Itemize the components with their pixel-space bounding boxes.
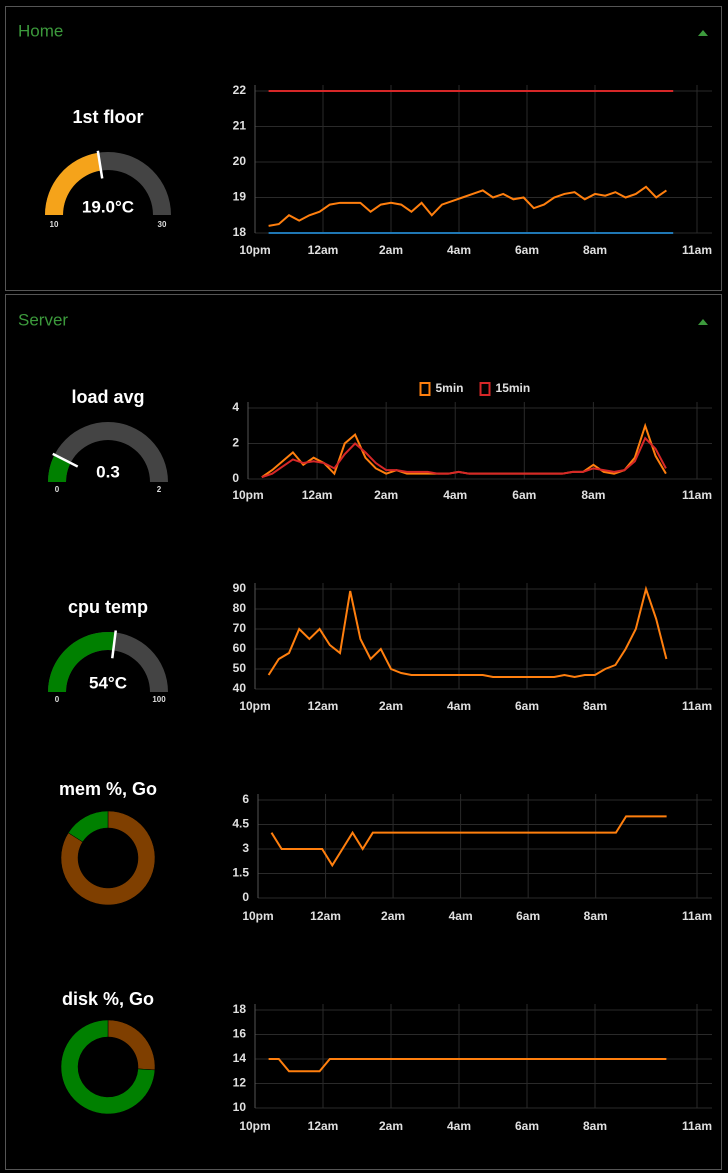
y-tick-label: 22: [233, 83, 247, 97]
collapse-icon[interactable]: [698, 30, 708, 36]
x-tick-label: 11am: [682, 243, 712, 257]
x-tick-label: 6am: [516, 909, 540, 923]
donut-segment: [60, 1019, 156, 1115]
gauge-needle: [111, 630, 118, 659]
x-tick-label: 12am: [308, 699, 339, 713]
legend-swatch: [419, 382, 431, 396]
y-tick-label: 4.5: [232, 817, 249, 831]
x-tick-label: 10pm: [239, 1119, 270, 1133]
line-series: [270, 815, 667, 868]
x-tick-label: 8am: [583, 243, 607, 257]
group-box: [5, 6, 722, 291]
line-series: [267, 585, 668, 679]
gauge-min: 0: [55, 695, 60, 704]
widget-title: mem %, Go: [59, 779, 157, 799]
gauge-min: 0: [55, 485, 60, 494]
line-series: [261, 436, 667, 479]
x-tick-label: 6am: [515, 1119, 539, 1133]
y-tick-label: 4: [232, 400, 239, 414]
x-tick-label: 11am: [682, 1119, 712, 1133]
y-tick-label: 18: [233, 1002, 247, 1016]
x-tick-label: 4am: [447, 699, 471, 713]
group-title[interactable]: Server: [18, 310, 68, 329]
x-tick-label: 11am: [682, 909, 712, 923]
y-tick-label: 18: [233, 225, 247, 239]
group-title[interactable]: Home: [18, 21, 63, 40]
gauge-needle: [96, 150, 104, 179]
y-tick-label: 6: [242, 792, 249, 806]
gauge-track: [48, 421, 168, 482]
x-tick-label: 4am: [443, 488, 467, 502]
x-tick-label: 10pm: [232, 488, 263, 502]
y-tick-label: 80: [233, 601, 247, 615]
x-tick-label: 2am: [381, 909, 405, 923]
donut-segment: [60, 810, 156, 906]
gauge-value: [45, 152, 101, 215]
x-tick-label: 4am: [449, 909, 473, 923]
x-tick-label: 8am: [583, 699, 607, 713]
x-tick-label: 11am: [682, 699, 712, 713]
line-series: [268, 185, 667, 227]
gauge-value: [48, 454, 71, 482]
x-tick-label: 2am: [379, 699, 403, 713]
x-tick-label: 6am: [512, 488, 536, 502]
gauge-value-label: 54°C: [89, 673, 127, 692]
gauge-value-label: 19.0°C: [82, 197, 134, 216]
widget-title: 1st floor: [72, 107, 143, 127]
y-tick-label: 10: [233, 1100, 247, 1114]
gauge-max: 100: [152, 695, 166, 704]
y-tick-label: 0: [232, 471, 239, 485]
y-tick-label: 2: [232, 436, 239, 450]
x-tick-label: 4am: [447, 243, 471, 257]
x-tick-label: 12am: [310, 909, 341, 923]
x-tick-label: 10pm: [239, 243, 270, 257]
y-tick-label: 19: [233, 190, 247, 204]
gauge-min: 10: [50, 220, 59, 229]
gauge-max: 30: [158, 220, 167, 229]
legend-label: 15min: [496, 381, 531, 395]
x-tick-label: 12am: [308, 1119, 339, 1133]
x-tick-label: 12am: [302, 488, 333, 502]
x-tick-label: 2am: [379, 1119, 403, 1133]
y-tick-label: 14: [233, 1051, 247, 1065]
donut-segment: [67, 810, 109, 843]
y-tick-label: 90: [233, 581, 247, 595]
widget-title: disk %, Go: [62, 989, 154, 1009]
gauge-value: [48, 632, 116, 692]
line-series: [268, 1058, 667, 1073]
y-tick-label: 12: [233, 1076, 247, 1090]
legend-label: 5min: [436, 381, 464, 395]
y-tick-label: 40: [233, 681, 247, 695]
x-tick-label: 2am: [374, 488, 398, 502]
collapse-icon[interactable]: [698, 319, 708, 325]
y-tick-label: 50: [233, 661, 247, 675]
x-tick-label: 6am: [515, 243, 539, 257]
x-tick-label: 8am: [584, 909, 608, 923]
x-tick-label: 12am: [308, 243, 339, 257]
y-tick-label: 60: [233, 641, 247, 655]
x-tick-label: 6am: [515, 699, 539, 713]
widget-title: cpu temp: [68, 597, 148, 617]
x-tick-label: 2am: [379, 243, 403, 257]
y-tick-label: 3: [242, 841, 249, 855]
y-tick-label: 1.5: [232, 866, 249, 880]
legend-swatch: [479, 382, 491, 396]
x-tick-label: 8am: [583, 1119, 607, 1133]
gauge-value-label: 0.3: [96, 462, 120, 481]
gauge-needle: [52, 452, 79, 468]
y-tick-label: 70: [233, 621, 247, 635]
x-tick-label: 10pm: [242, 909, 273, 923]
widget-title: load avg: [71, 387, 144, 407]
x-tick-label: 8am: [581, 488, 605, 502]
gauge-max: 2: [157, 485, 162, 494]
x-tick-label: 10pm: [239, 699, 270, 713]
x-tick-label: 11am: [682, 488, 712, 502]
y-tick-label: 21: [233, 119, 247, 133]
y-tick-label: 0: [242, 890, 249, 904]
y-tick-label: 16: [233, 1027, 247, 1041]
y-tick-label: 20: [233, 154, 247, 168]
x-tick-label: 4am: [447, 1119, 471, 1133]
